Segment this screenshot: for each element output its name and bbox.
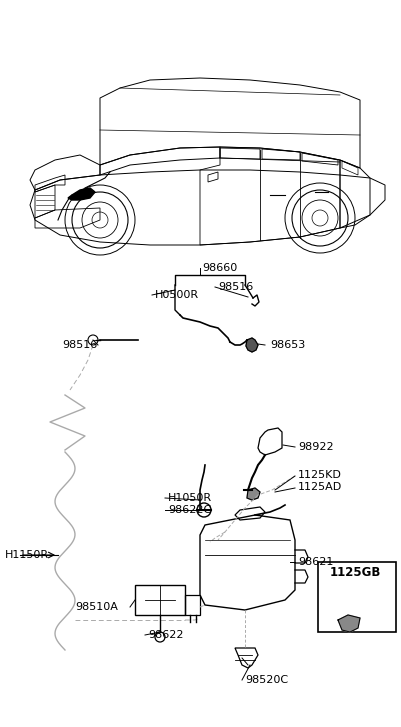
Text: 98922: 98922 [297, 442, 333, 452]
Text: 98621: 98621 [297, 557, 332, 567]
Polygon shape [337, 615, 359, 632]
Polygon shape [68, 188, 95, 200]
Text: H0500R: H0500R [155, 290, 198, 300]
Text: 1125GB: 1125GB [329, 566, 381, 579]
Text: 98622: 98622 [148, 630, 183, 640]
Text: 98510A: 98510A [75, 602, 117, 612]
Text: 98653: 98653 [269, 340, 304, 350]
Bar [317, 562, 395, 632]
Polygon shape [246, 488, 259, 500]
Text: 1125KD: 1125KD [297, 470, 341, 480]
Text: H1150R: H1150R [5, 550, 49, 560]
Bar [135, 585, 184, 615]
Text: 98516: 98516 [217, 282, 253, 292]
Text: H1050R: H1050R [168, 493, 212, 503]
Text: 1125AD: 1125AD [297, 482, 341, 492]
Polygon shape [245, 338, 257, 352]
Text: 98660: 98660 [202, 263, 237, 273]
Text: 98520C: 98520C [244, 675, 288, 685]
Text: 98516: 98516 [62, 340, 97, 350]
Text: 98622C: 98622C [168, 505, 211, 515]
